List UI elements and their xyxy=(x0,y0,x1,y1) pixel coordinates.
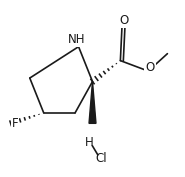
Text: O: O xyxy=(119,14,129,27)
Polygon shape xyxy=(89,82,96,123)
Text: H: H xyxy=(85,136,93,149)
Text: F: F xyxy=(12,117,18,130)
Text: Cl: Cl xyxy=(95,152,107,165)
Text: NH: NH xyxy=(68,33,86,46)
Text: O: O xyxy=(145,61,155,74)
